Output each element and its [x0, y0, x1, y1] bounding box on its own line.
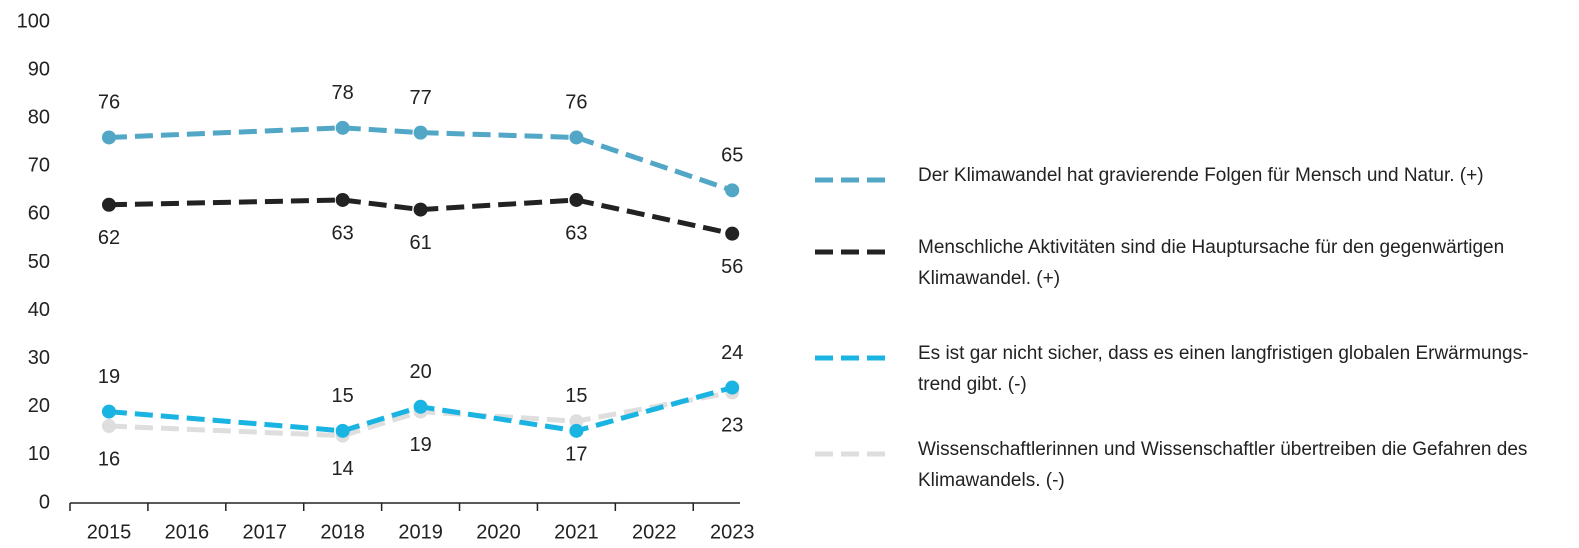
data-label: 15: [565, 385, 587, 407]
data-label: 14: [332, 458, 354, 480]
x-tick-label: 2022: [632, 521, 677, 543]
x-tick-label: 2021: [554, 521, 599, 543]
legend-item: Der Klimawandel hat gravierende Folgen f…: [815, 160, 1565, 200]
legend-swatch: [815, 177, 891, 183]
legend-swatch: [815, 249, 891, 255]
data-label: 65: [721, 145, 743, 167]
data-label: 20: [409, 361, 431, 383]
x-tick-label: 2016: [165, 521, 210, 543]
point: [413, 399, 428, 414]
x-tick-label: 2020: [476, 521, 521, 543]
point: [725, 183, 740, 198]
legend-item: Menschliche Aktivitäten sind die Hauptur…: [815, 232, 1565, 294]
point: [569, 423, 584, 438]
point: [335, 192, 350, 207]
point: [335, 423, 350, 438]
data-label: 56: [721, 256, 743, 278]
point: [413, 202, 428, 217]
point: [725, 226, 740, 241]
data-label: 76: [98, 92, 120, 114]
y-tick-label: 80: [28, 106, 50, 128]
x-tick-label: 2017: [243, 521, 288, 543]
data-label: 19: [98, 366, 120, 388]
legend-label: Wissenschaftlerinnen und Wissenschaftler…: [918, 439, 1528, 491]
point: [335, 120, 350, 135]
point: [569, 192, 584, 207]
x-tick-label: 2019: [398, 521, 443, 543]
point: [725, 380, 740, 395]
data-label: 63: [565, 222, 587, 244]
y-tick-label: 30: [28, 347, 50, 369]
data-label: 17: [565, 444, 587, 466]
y-tick-label: 20: [28, 395, 50, 417]
data-label: 76: [565, 92, 587, 114]
point: [569, 414, 584, 429]
x-tick-label: 2015: [87, 521, 132, 543]
legend-item: Wissenschaftlerinnen und Wissenschaftler…: [815, 434, 1565, 496]
legend-item: Es ist gar nicht sicher, dass es einen l…: [815, 338, 1565, 400]
data-label: 24: [721, 342, 743, 364]
point: [413, 125, 428, 140]
legend-label: Es ist gar nicht sicher, dass es einen l…: [918, 343, 1529, 395]
legend: Der Klimawandel hat gravierende Folgen f…: [815, 0, 1565, 548]
y-tick-label: 0: [39, 491, 50, 513]
y-tick-label: 100: [17, 10, 50, 32]
data-label: 63: [332, 222, 354, 244]
data-label: 62: [98, 227, 120, 249]
legend-swatch: [815, 451, 891, 457]
y-tick-label: 90: [28, 58, 50, 80]
y-tick-label: 50: [28, 251, 50, 273]
point: [101, 404, 116, 419]
point: [569, 130, 584, 145]
data-label: 15: [332, 385, 354, 407]
y-tick-label: 10: [28, 443, 50, 465]
data-label: 19: [409, 434, 431, 456]
data-label: 23: [721, 415, 743, 437]
data-label: 78: [332, 82, 354, 104]
point: [101, 130, 116, 145]
data-label: 61: [409, 232, 431, 254]
legend-label: Menschliche Aktivitäten sind die Hauptur…: [918, 237, 1505, 289]
legend-swatch: [815, 355, 891, 361]
point: [101, 197, 116, 212]
y-tick-label: 60: [28, 203, 50, 225]
x-tick-label: 2018: [320, 521, 365, 543]
y-tick-label: 70: [28, 155, 50, 177]
point: [101, 419, 116, 434]
data-label: 16: [98, 448, 120, 470]
legend-label: Der Klimawandel hat gravierende Folgen f…: [918, 165, 1484, 186]
series-line: [108, 125, 734, 193]
y-tick-label: 40: [28, 299, 50, 321]
data-label: 77: [409, 87, 431, 109]
x-tick-label: 2023: [710, 521, 755, 543]
